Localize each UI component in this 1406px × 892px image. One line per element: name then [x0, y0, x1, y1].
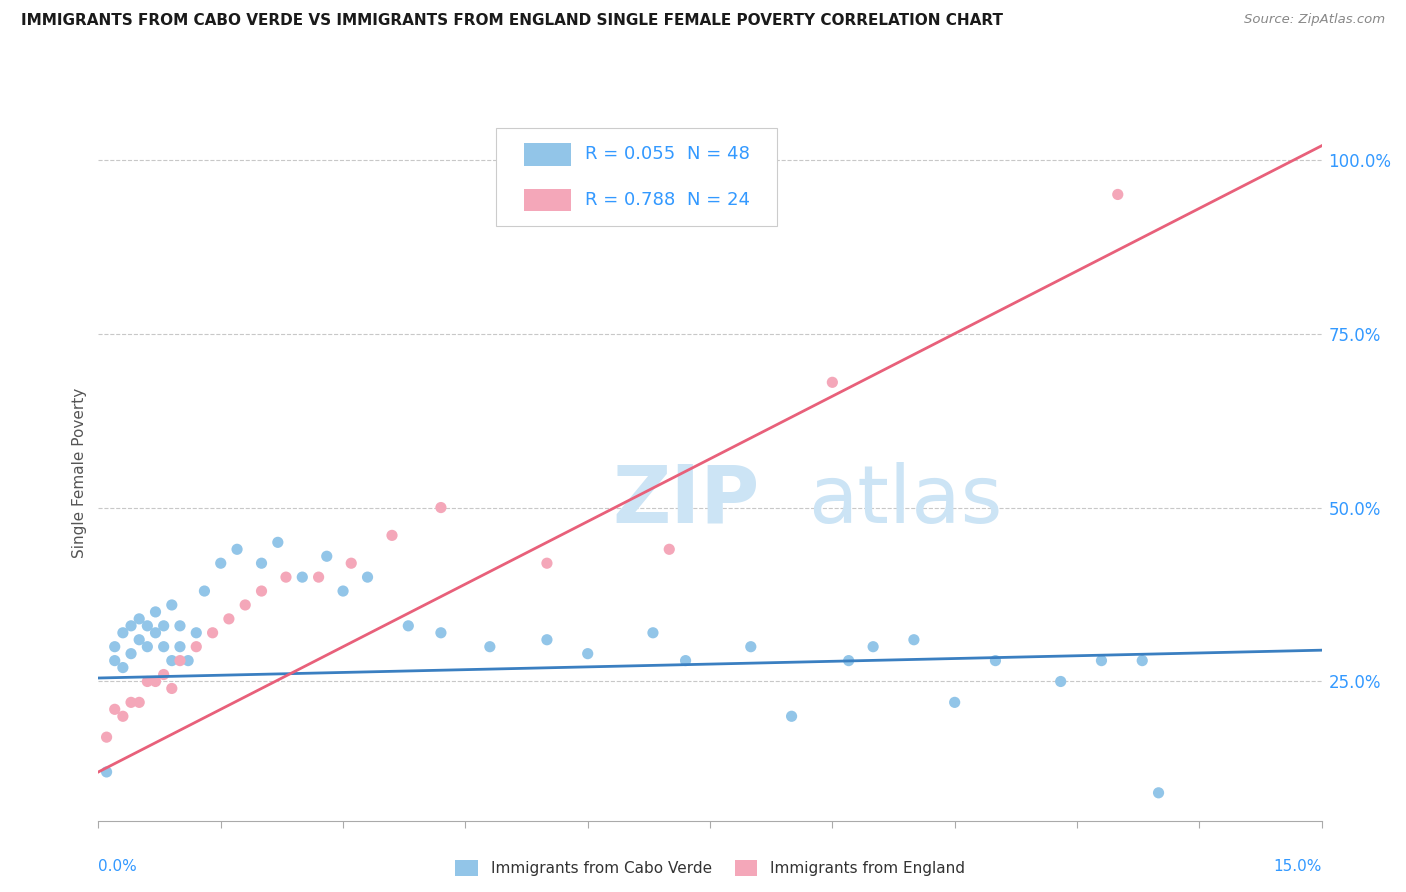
Point: [381, 528, 404, 542]
Legend: Immigrants from Cabo Verde, Immigrants from England: Immigrants from Cabo Verde, Immigrants f…: [450, 855, 970, 882]
Point: [576, 647, 599, 661]
Text: N = 48: N = 48: [686, 145, 749, 163]
Point: [145, 605, 167, 619]
Text: R = 0.788: R = 0.788: [585, 191, 675, 209]
Point: [193, 584, 215, 599]
Text: ZIP: ZIP: [612, 461, 759, 540]
Point: [233, 598, 256, 612]
Point: [780, 709, 803, 723]
Point: [120, 619, 142, 633]
Point: [111, 660, 134, 674]
Point: [250, 584, 273, 599]
Point: [104, 702, 127, 716]
Point: [152, 619, 174, 633]
Point: [838, 654, 860, 668]
Point: [430, 500, 453, 515]
FancyBboxPatch shape: [524, 188, 571, 211]
Text: 0.0%: 0.0%: [98, 859, 138, 874]
Text: Source: ZipAtlas.com: Source: ZipAtlas.com: [1244, 13, 1385, 27]
Point: [356, 570, 378, 584]
Point: [152, 640, 174, 654]
Point: [675, 654, 697, 668]
Text: N = 24: N = 24: [686, 191, 749, 209]
Point: [1107, 187, 1129, 202]
Point: [1049, 674, 1071, 689]
Point: [128, 612, 150, 626]
Point: [984, 654, 1007, 668]
Point: [340, 556, 363, 570]
Point: [658, 542, 681, 557]
Point: [177, 654, 200, 668]
Point: [152, 667, 174, 681]
Point: [96, 730, 118, 744]
Point: [430, 625, 453, 640]
Point: [120, 647, 142, 661]
Point: [1130, 654, 1153, 668]
FancyBboxPatch shape: [524, 144, 571, 166]
Point: [145, 625, 167, 640]
Point: [136, 674, 159, 689]
Point: [396, 619, 419, 633]
Point: [315, 549, 337, 564]
Point: [145, 674, 167, 689]
Point: [169, 640, 191, 654]
FancyBboxPatch shape: [496, 128, 778, 226]
Y-axis label: Single Female Poverty: Single Female Poverty: [72, 388, 87, 558]
Point: [821, 376, 844, 390]
Point: [160, 654, 183, 668]
Point: [291, 570, 314, 584]
Point: [862, 640, 884, 654]
Text: 15.0%: 15.0%: [1274, 859, 1322, 874]
Point: [1090, 654, 1112, 668]
Point: [536, 556, 558, 570]
Point: [169, 619, 191, 633]
Point: [308, 570, 330, 584]
Point: [1147, 786, 1170, 800]
Point: [218, 612, 240, 626]
Point: [136, 619, 159, 633]
Point: [478, 640, 501, 654]
Point: [96, 764, 118, 779]
Text: atlas: atlas: [808, 461, 1002, 540]
Point: [128, 632, 150, 647]
Point: [226, 542, 249, 557]
Point: [274, 570, 297, 584]
Text: IMMIGRANTS FROM CABO VERDE VS IMMIGRANTS FROM ENGLAND SINGLE FEMALE POVERTY CORR: IMMIGRANTS FROM CABO VERDE VS IMMIGRANTS…: [21, 13, 1002, 29]
Text: R = 0.055: R = 0.055: [585, 145, 675, 163]
Point: [903, 632, 925, 647]
Point: [111, 625, 134, 640]
Point: [943, 695, 966, 709]
Point: [641, 625, 664, 640]
Point: [186, 640, 208, 654]
Point: [104, 640, 127, 654]
Point: [250, 556, 273, 570]
Point: [120, 695, 142, 709]
Point: [160, 681, 183, 696]
Point: [169, 654, 191, 668]
Point: [104, 654, 127, 668]
Point: [111, 709, 134, 723]
Point: [209, 556, 232, 570]
Point: [128, 695, 150, 709]
Point: [160, 598, 183, 612]
Point: [267, 535, 290, 549]
Point: [536, 632, 558, 647]
Point: [332, 584, 354, 599]
Point: [186, 625, 208, 640]
Point: [740, 640, 762, 654]
Point: [136, 640, 159, 654]
Point: [201, 625, 224, 640]
